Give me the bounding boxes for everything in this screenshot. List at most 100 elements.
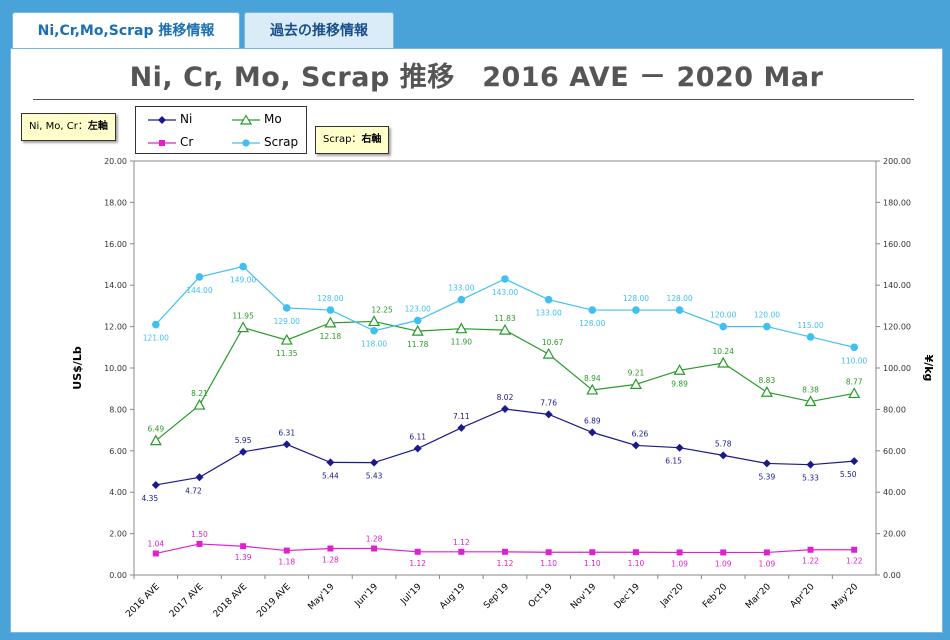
right-axis-callout-prefix: Scrap： — [323, 134, 362, 145]
data-point-scrap — [588, 306, 597, 314]
data-point-scrap — [632, 306, 640, 314]
data-label-mo: 10.24 — [712, 347, 734, 356]
data-point-ni — [588, 428, 597, 437]
x-tick-label: Dec'19 — [613, 582, 642, 611]
data-label-mo: 8.94 — [584, 374, 601, 383]
y2-tick-label: 160.00 — [883, 240, 911, 249]
data-label-cr: 1.18 — [278, 558, 295, 567]
data-label-mo: 9.21 — [628, 368, 645, 377]
legend-ni-marker — [158, 116, 166, 124]
data-label-ni: 6.26 — [632, 429, 649, 438]
y-tick-label: 12.00 — [104, 323, 127, 332]
data-point-mo — [804, 395, 817, 407]
data-label-cr: 1.10 — [584, 559, 601, 568]
data-label-cr: 1.28 — [366, 535, 383, 544]
data-point-ni — [501, 404, 509, 413]
tab-current-trends[interactable]: Ni,Cr,Mo,Scrap 推移情報 — [12, 12, 240, 50]
data-label-ni: 7.76 — [540, 398, 557, 407]
data-point-scrap — [719, 322, 728, 331]
data-label-mo: 11.35 — [276, 349, 298, 358]
data-label-ni: 6.31 — [278, 428, 295, 437]
data-point-mo — [629, 378, 642, 389]
data-point-scrap — [544, 295, 553, 304]
data-label-cr: 1.50 — [191, 530, 208, 539]
chart-panel: Ni, Cr, Mo, Scrap 推移 2016 AVE － 2020 Mar… — [10, 48, 943, 633]
x-tick-label: Jul'19 — [399, 582, 424, 607]
data-point-scrap — [152, 320, 160, 329]
data-point-cr — [589, 549, 596, 556]
data-label-cr: 1.09 — [671, 559, 688, 568]
data-point-ni — [719, 451, 728, 460]
data-point-mo — [237, 321, 250, 333]
data-label-scrap: 128.00 — [579, 319, 605, 328]
left-axis-callout-emph: 左軸 — [87, 121, 108, 132]
data-point-mo — [368, 315, 381, 327]
x-tick-label: Jan'20 — [658, 582, 686, 610]
data-label-scrap: 143.00 — [492, 288, 518, 297]
data-label-ni: 7.11 — [453, 412, 470, 421]
data-point-ni — [151, 480, 160, 489]
data-label-scrap: 121.00 — [143, 334, 169, 343]
y-tick-label: 10.00 — [104, 364, 127, 373]
data-point-cr — [720, 549, 727, 556]
data-point-ni — [413, 444, 422, 453]
y-tick-label: 18.00 — [104, 198, 127, 207]
data-label-ni: 4.35 — [141, 494, 158, 503]
left-axis-callout: Ni, Mo, Cr：左軸 — [21, 113, 116, 141]
data-label-ni: 5.50 — [840, 470, 857, 479]
data-point-cr — [502, 548, 508, 555]
data-point-scrap — [763, 322, 771, 331]
data-label-cr: 1.12 — [453, 538, 470, 547]
chart-legend: Ni Mo Cr Scrap — [135, 106, 307, 154]
x-tick-label: 2019 AVE — [255, 582, 293, 620]
data-point-ni — [544, 410, 553, 419]
data-point-scrap — [675, 306, 684, 314]
data-label-scrap: 120.00 — [710, 311, 736, 320]
data-point-cr — [371, 545, 378, 552]
data-label-cr: 1.04 — [147, 539, 164, 548]
data-label-ni: 5.39 — [759, 472, 776, 481]
x-tick-label: 2016 AVE — [124, 582, 162, 620]
data-label-cr: 1.10 — [628, 559, 645, 568]
data-label-mo: 9.89 — [671, 379, 688, 388]
y-tick-label: 8.00 — [109, 405, 127, 414]
data-label-scrap: 128.00 — [317, 294, 343, 303]
data-label-mo: 6.49 — [147, 425, 164, 434]
data-point-mo — [498, 323, 512, 335]
data-point-cr — [283, 547, 290, 554]
x-tick-label: Aug'19 — [438, 582, 468, 612]
data-label-cr: 1.12 — [497, 559, 514, 568]
data-label-scrap: 123.00 — [405, 304, 431, 313]
data-point-ni — [195, 473, 204, 482]
legend-label-ni: Ni — [180, 112, 193, 126]
data-point-cr — [632, 549, 639, 556]
data-label-mo: 12.25 — [371, 305, 393, 314]
y2-tick-label: 180.00 — [883, 198, 911, 207]
data-label-cr: 1.22 — [802, 557, 819, 566]
data-label-ni: 5.78 — [715, 439, 732, 448]
data-point-mo — [586, 383, 599, 395]
data-point-mo — [280, 333, 293, 345]
data-point-scrap — [239, 262, 247, 271]
data-point-mo — [149, 434, 162, 446]
data-point-ni — [850, 457, 859, 466]
line-chart: 0.00 2.00 4.00 6.00 8.00 10.00 12.00 14.00 16.00… — [71, 157, 935, 620]
data-point-scrap — [370, 326, 378, 335]
data-point-mo — [542, 347, 555, 359]
data-point-mo — [717, 356, 730, 368]
x-tick-label: Mar'20 — [744, 582, 773, 611]
x-tick-label: 2018 AVE — [212, 582, 250, 620]
data-point-scrap — [501, 275, 509, 283]
data-label-cr: 1.12 — [409, 559, 426, 568]
y2-tick-label: 60.00 — [883, 447, 906, 456]
data-label-cr: 1.10 — [540, 559, 557, 568]
y-tick-label: 6.00 — [109, 447, 127, 456]
tab-past-trends[interactable]: 過去の推移情報 — [244, 12, 394, 48]
data-label-ni: 6.11 — [409, 433, 426, 442]
data-label-scrap: 110.00 — [841, 356, 867, 365]
data-label-scrap: 120.00 — [754, 311, 780, 320]
data-label-mo: 12.18 — [320, 332, 342, 341]
data-label-cr: 1.22 — [846, 557, 863, 566]
right-axis-callout-emph: 右軸 — [361, 134, 382, 145]
data-label-mo: 8.21 — [191, 389, 208, 398]
